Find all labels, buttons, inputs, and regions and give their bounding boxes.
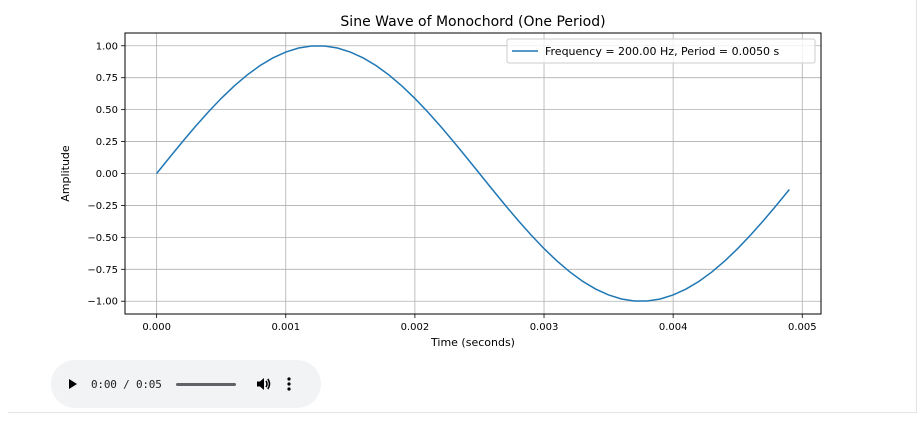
- x-tick-label: 0.000: [142, 322, 171, 333]
- sine-chart: 0.000 0.001 0.002 0.003 0.004 0.005 1.00 0.75 0.…: [59, 14, 822, 349]
- y-tick-label: 0.50: [96, 105, 118, 116]
- ticks-layer: 0.000 0.001 0.002 0.003 0.004 0.005 1.00 0.75 0.…: [87, 41, 816, 333]
- more-options-button[interactable]: [286, 376, 292, 392]
- y-tick-label: −0.75: [87, 265, 118, 276]
- y-tick-label: 0.75: [96, 73, 118, 84]
- y-tick-label: −0.25: [87, 201, 118, 212]
- y-tick-label: 1.00: [96, 41, 118, 52]
- y-tick-label: 0.00: [96, 169, 118, 180]
- x-tick-label: 0.002: [401, 322, 430, 333]
- play-button[interactable]: [67, 377, 79, 391]
- y-tick-label: 0.25: [96, 137, 118, 148]
- x-tick-label: 0.001: [271, 322, 300, 333]
- legend-box: [506, 38, 816, 64]
- x-axis-label: Time (seconds): [430, 336, 515, 349]
- grid-layer: [125, 33, 821, 314]
- audio-player: 0:00 / 0:05: [51, 360, 321, 408]
- y-tick-label: −1.00: [87, 297, 118, 308]
- legend-label: Frequency = 200.00 Hz, Period = 0.0050 s: [545, 45, 780, 58]
- y-tick-label: −0.50: [87, 233, 118, 244]
- x-tick-label: 0.003: [530, 322, 559, 333]
- chart-title: Sine Wave of Monochord (One Period): [340, 14, 605, 30]
- x-tick-label: 0.005: [788, 322, 817, 333]
- x-tick-label: 0.004: [659, 322, 688, 333]
- volume-button[interactable]: [256, 376, 272, 392]
- play-icon: [69, 379, 77, 389]
- more-vert-icon: [287, 377, 291, 391]
- legend: Frequency = 200.00 Hz, Period = 0.0050 s: [506, 38, 816, 64]
- y-axis-label: Amplitude: [59, 145, 72, 202]
- volume-icon: [256, 378, 270, 390]
- progress-slider[interactable]: [175, 382, 236, 386]
- time-display: 0:00 / 0:05: [91, 377, 162, 391]
- series-line: [156, 45, 790, 302]
